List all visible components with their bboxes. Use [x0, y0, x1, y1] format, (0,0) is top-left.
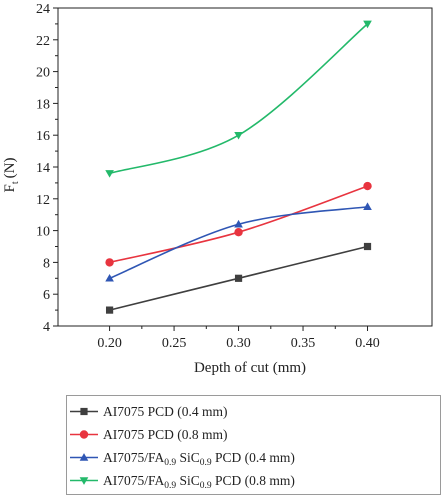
- x-axis-label: Depth of cut (mm): [194, 360, 306, 376]
- data-point: [363, 20, 372, 29]
- legend-swatch: [70, 430, 98, 439]
- y-tick-label: 18: [36, 97, 50, 112]
- legend-label: AI7075/FA0.9 SiC0.9 PCD (0.8 mm): [103, 473, 295, 491]
- data-point: [105, 273, 114, 282]
- data-point: [105, 258, 114, 267]
- data-point: [105, 170, 114, 178]
- legend-marker: [79, 453, 89, 461]
- legend-swatch: [70, 407, 98, 416]
- legend: AI7075 PCD (0.4 mm) AI7075 PCD (0.8 mm) AI…: [66, 395, 441, 495]
- x-tick-label: 0.40: [355, 336, 380, 351]
- series-1: [105, 242, 372, 314]
- series-2: [105, 181, 372, 267]
- y-axis: 4 6 8 10 12 14 16 18 20 22 24: [36, 2, 58, 335]
- y-tick-label: 12: [36, 193, 50, 208]
- data-point: [363, 202, 372, 210]
- legend-marker: [80, 407, 88, 416]
- legend-item: AI7075 PCD (0.4 mm): [67, 400, 440, 423]
- x-tick-label: 0.20: [97, 336, 122, 351]
- plot-area: [57, 7, 433, 327]
- series-4: [105, 20, 372, 178]
- data-point: [363, 181, 372, 191]
- data-point: [234, 131, 243, 140]
- y-tick-label: 24: [36, 2, 50, 17]
- series-3: [105, 202, 372, 282]
- y-tick-label: 22: [36, 34, 50, 49]
- y-tick-label: 16: [36, 129, 50, 144]
- y-tick-label: 6: [43, 288, 50, 303]
- y-tick-label: 10: [36, 225, 50, 240]
- x-axis: 0.20 0.25 0.30 0.35 0.40: [97, 326, 380, 351]
- legend-item: AI7075 PCD (0.8 mm): [67, 423, 440, 446]
- legend-label: AI7075/FA0.9 SiC0.9 PCD (0.4 mm): [103, 450, 295, 468]
- x-tick-label: 0.30: [226, 336, 251, 351]
- data-point: [363, 242, 372, 251]
- legend-label: AI7075 PCD (0.8 mm): [103, 427, 228, 442]
- y-tick-label: 20: [36, 66, 50, 81]
- legend-swatch: [70, 453, 98, 461]
- data-point: [234, 227, 243, 237]
- legend-marker: [79, 430, 89, 439]
- legend-item: AI7075/FA0.9 SiC0.9 PCD (0.8 mm): [67, 469, 440, 492]
- y-tick-label: 4: [43, 320, 50, 335]
- y-axis-label: Ft(N): [2, 158, 21, 193]
- x-tick-label: 0.35: [291, 336, 316, 351]
- legend-marker: [79, 477, 89, 485]
- y-tick-label: 8: [43, 256, 50, 271]
- y-tick-label: 14: [36, 161, 50, 176]
- x-tick-label: 0.25: [162, 336, 187, 351]
- data-point: [105, 306, 114, 314]
- series-line: [109, 205, 368, 280]
- legend-label: AI7075 PCD (0.4 mm): [103, 404, 228, 419]
- legend-item: AI7075/FA0.9 SiC0.9 PCD (0.4 mm): [67, 446, 440, 469]
- data-point: [234, 274, 243, 282]
- series-line: [109, 23, 369, 175]
- line-chart: 4 6 8 10 12 14 16 18 20 22 24 0.20 0.25 0.30 0.35 0.40…: [2, 2, 433, 376]
- legend-swatch: [70, 477, 98, 485]
- data-point: [234, 219, 243, 228]
- series-layer: [105, 20, 372, 314]
